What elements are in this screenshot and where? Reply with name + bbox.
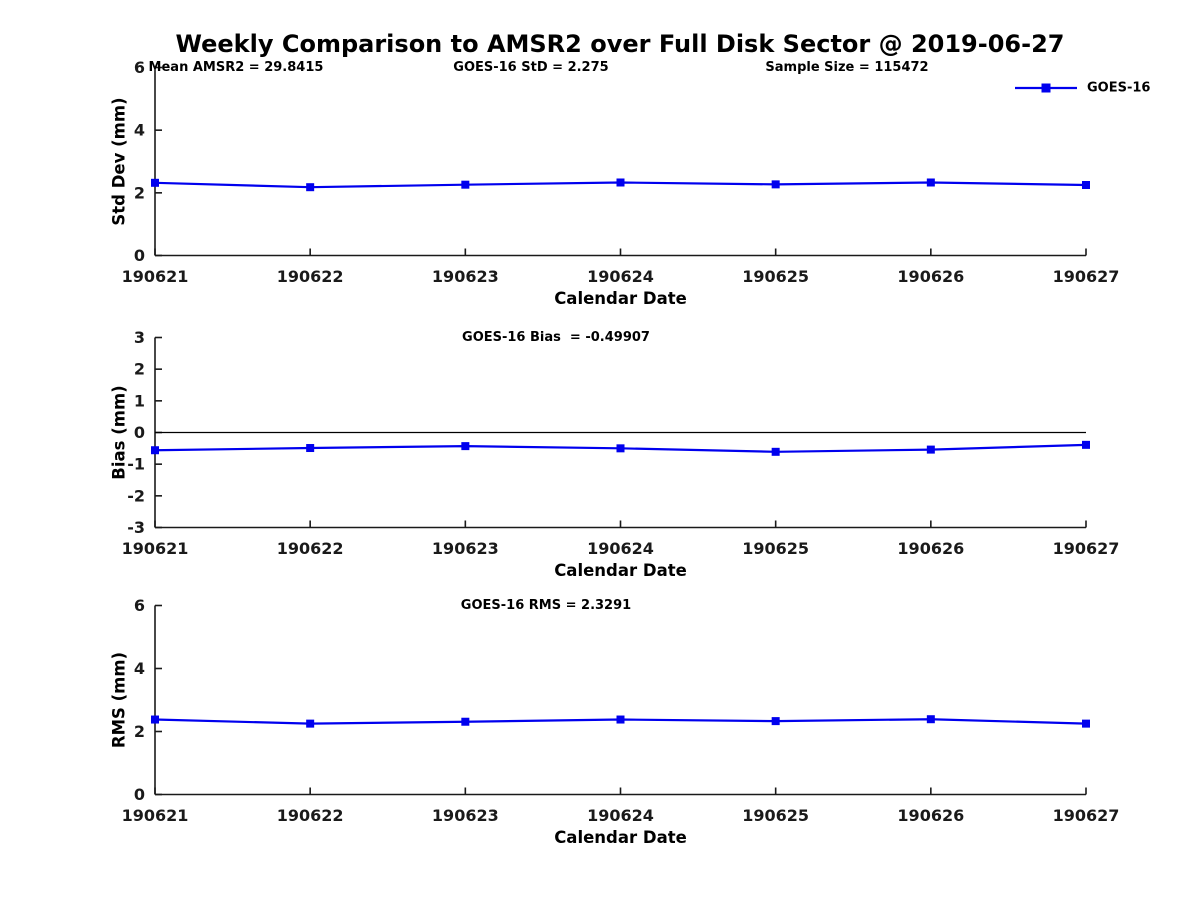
x-tick-label: 190624 [587,267,654,286]
series-marker [306,183,315,192]
annotation-text: Mean AMSR2 = 29.8415 [149,60,324,75]
y-axis-title: RMS (mm) [110,652,129,748]
x-tick-label: 190625 [742,806,809,825]
x-tick-label: 190627 [1053,806,1120,825]
legend-label: GOES-16 [1087,81,1150,96]
chart-rms: 0 2 4 6 190621 190622 190623 190624 190625 190626… [110,596,1120,847]
x-tick-label: 190626 [897,267,964,286]
x-tick-label: 190625 [742,267,809,286]
annotation-text: GOES-16 StD = 2.275 [453,60,608,75]
series-marker [151,446,159,455]
series-marker [151,178,159,187]
series-marker [771,180,780,189]
x-tick-label: 190626 [897,539,964,558]
series-marker [306,444,315,453]
y-tick-label: 0 [134,423,145,442]
series-marker [926,445,935,454]
series-marker [151,715,159,724]
x-tick-label: 190622 [277,539,344,558]
x-tick-label: 190622 [277,806,344,825]
y-tick-label: 6 [134,596,145,615]
y-tick-label: 1 [134,391,145,410]
legend: GOES-16 [1015,81,1150,96]
y-tick-label: 4 [134,659,145,678]
series-marker [1082,440,1090,449]
y-tick-label: -1 [127,455,145,474]
annotation-text: GOES-16 RMS = 2.3291 [461,598,631,613]
series-marker [926,178,935,187]
x-tick-label: 190624 [587,539,654,558]
x-tick-label: 190623 [432,806,499,825]
y-tick-label: 2 [134,722,145,741]
y-tick-label: 3 [134,328,145,347]
x-tick-label: 190625 [742,539,809,558]
series-marker [771,717,780,726]
x-tick-label: 190626 [897,806,964,825]
chart-bias: 3 2 1 0 -1 -2 -3 190621 190622 190623 190624 190625… [110,328,1120,580]
x-tick-label: 190622 [277,267,344,286]
y-tick-label: 2 [134,360,145,379]
x-tick-label: 190621 [122,806,189,825]
series-marker [616,715,625,724]
y-tick-label: 2 [134,183,145,202]
chart-std-dev: 0 2 4 6 190621 190622 190623 190624 190625 190626… [110,58,1151,308]
x-tick-label: 190627 [1053,539,1120,558]
x-tick-label: 190621 [122,267,189,286]
series-marker [461,717,470,726]
legend-marker [1041,83,1051,93]
series-marker [616,444,625,453]
figure-title: Weekly Comparison to AMSR2 over Full Dis… [175,30,1065,58]
x-tick-label: 190621 [122,539,189,558]
series-marker [461,180,470,189]
y-axis-title: Std Dev (mm) [110,97,129,225]
series-marker [926,715,935,724]
y-tick-label: -3 [127,518,145,537]
y-axis-title: Bias (mm) [110,385,129,479]
x-tick-label: 190627 [1053,267,1120,286]
x-tick-label: 190624 [587,806,654,825]
x-axis-title: Calendar Date [554,289,687,308]
series-marker [1082,719,1090,728]
annotation-text: Sample Size = 115472 [765,60,928,75]
x-axis-title: Calendar Date [554,561,687,580]
annotation-text: GOES-16 Bias = -0.49907 [462,330,650,345]
series-marker [1082,181,1090,189]
x-tick-label: 190623 [432,267,499,286]
y-tick-label: 4 [134,121,145,140]
y-tick-label: 0 [134,785,145,804]
y-tick-label: 6 [134,58,145,77]
series-marker [306,719,315,728]
x-tick-label: 190623 [432,539,499,558]
series-marker [771,447,780,456]
series-marker [461,442,470,451]
y-tick-label: 0 [134,246,145,265]
x-axis-title: Calendar Date [554,828,687,847]
series-marker [616,178,625,187]
y-tick-label: -2 [127,486,145,505]
